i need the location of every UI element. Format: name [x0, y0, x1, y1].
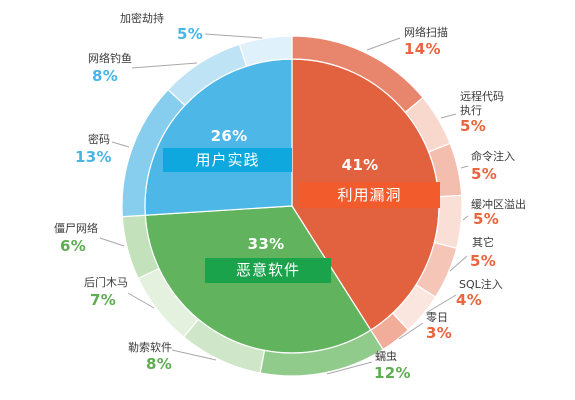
label-pct-ransomware: 8%	[146, 355, 173, 373]
label-pct-botnet: 6%	[60, 237, 87, 255]
leader-line-buffer-overflow	[462, 215, 469, 221]
label-name-password: 密码	[88, 133, 110, 146]
leader-line-password	[111, 141, 130, 148]
leader-line-sql-injection	[425, 294, 457, 314]
label-name-ransomware: 勒索软件	[128, 341, 172, 354]
label-pct-zero-day: 3%	[426, 324, 453, 342]
inner-pct-user-practice: 26%	[210, 127, 248, 145]
label-name-sql-injection: SQL注入	[459, 278, 503, 291]
inner-pct-malware: 33%	[247, 235, 285, 253]
leader-line-command-injection	[460, 165, 469, 169]
label-pct-sql-injection: 4%	[456, 291, 483, 309]
tag-user-practice: 用户实践	[163, 148, 292, 172]
label-name-remote-code-execution: 远程代码执行	[460, 90, 504, 117]
label-name-command-injection: 命令注入	[471, 150, 515, 163]
leader-line-zero-day	[398, 322, 424, 340]
label-pct-cryptojacking: 5%	[177, 25, 204, 43]
leader-line-network-scanning	[366, 37, 401, 51]
leader-line-worm	[326, 361, 373, 375]
tag-malware: 恶意软件	[205, 258, 331, 283]
label-pct-network-scanning: 14%	[404, 40, 441, 58]
label-name-zero-day: 零日	[426, 311, 448, 324]
leader-line-cryptojacking	[204, 33, 263, 39]
label-name-cryptojacking: 加密劫持	[120, 12, 164, 25]
label-name-backdoor-trojan: 后门木马	[84, 276, 128, 289]
label-name-network-scanning: 网络扫描	[404, 26, 448, 39]
label-pct-other: 5%	[470, 252, 497, 270]
leader-lines	[99, 33, 469, 375]
label-pct-backdoor-trojan: 7%	[90, 291, 117, 309]
label-pct-phishing: 8%	[92, 67, 119, 85]
label-name-botnet: 僵尸网络	[54, 222, 98, 235]
label-name-worm: 蠕虫	[375, 350, 397, 363]
ring-cryptojacking	[238, 35, 293, 67]
label-pct-command-injection: 5%	[471, 165, 498, 183]
leader-line-botnet	[99, 237, 125, 247]
label-name-buffer-overflow: 缓冲区溢出	[471, 198, 526, 211]
label-pct-worm: 12%	[374, 364, 411, 382]
label-pct-password: 13%	[75, 148, 112, 166]
label-pct-remote-code-execution: 5%	[460, 117, 487, 135]
leader-line-remote-code-execution	[440, 113, 457, 119]
label-name-other: 其它	[472, 236, 494, 249]
inner-pct-exploit-vulnerabilities: 41%	[341, 156, 379, 174]
tag-exploit-vulnerabilities: 利用漏洞	[299, 182, 440, 208]
leader-line-phishing	[131, 62, 198, 69]
leader-line-ransomware	[171, 349, 217, 361]
label-pct-buffer-overflow: 5%	[473, 210, 500, 228]
leader-line-other	[449, 255, 468, 272]
label-name-phishing: 网络钓鱼	[88, 52, 132, 65]
leader-line-backdoor-trojan	[127, 292, 155, 309]
